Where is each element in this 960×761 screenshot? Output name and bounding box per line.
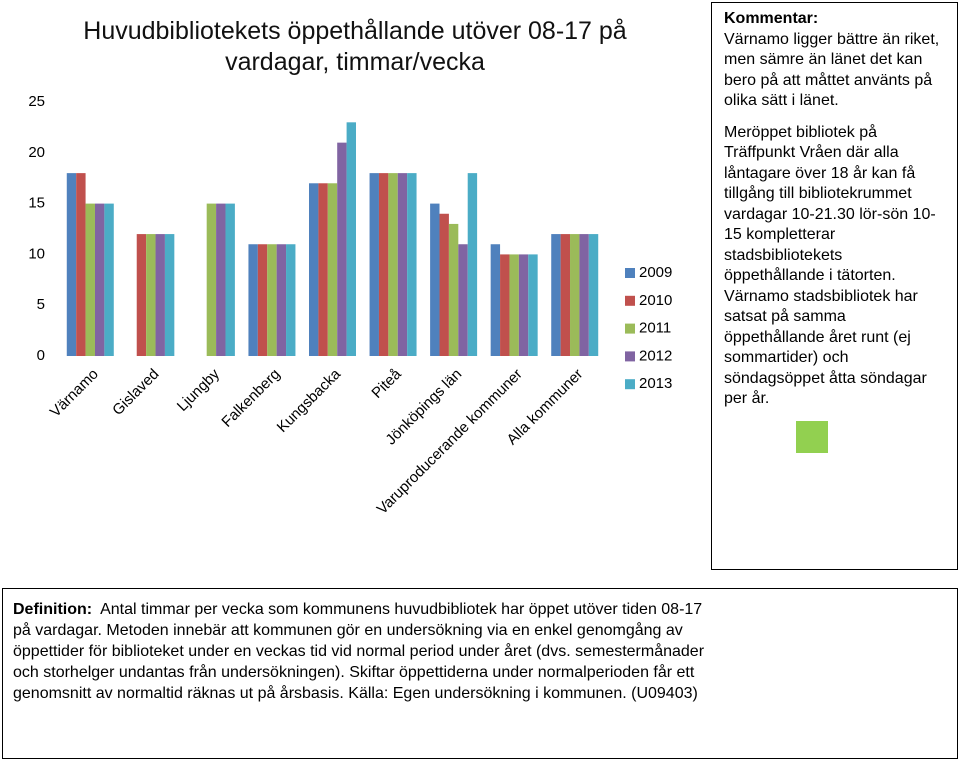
- legend-label: 2013: [639, 375, 672, 392]
- legend-swatch: [625, 295, 635, 306]
- x-tick-label: Falkenberg: [218, 366, 283, 431]
- bar: [579, 234, 589, 356]
- bar: [225, 203, 235, 356]
- bar: [518, 254, 529, 356]
- bar: [490, 244, 501, 356]
- chart-title: Huvudbibliotekets öppethållande utöver 0…: [83, 17, 627, 76]
- legend-label: 2011: [639, 320, 671, 337]
- bar: [500, 254, 510, 356]
- bar: [397, 173, 408, 356]
- bar: [560, 234, 571, 356]
- bar: [551, 234, 561, 356]
- bar: [430, 203, 440, 356]
- bar: [276, 244, 287, 356]
- bar: [286, 244, 296, 356]
- bar: [388, 173, 398, 356]
- bar: [528, 254, 538, 356]
- bar: [94, 203, 105, 356]
- bar: [66, 173, 77, 356]
- bar: [467, 173, 478, 356]
- bar: [248, 244, 258, 356]
- y-tick-label: 0: [37, 347, 45, 364]
- x-tick-label: Gislaved: [109, 366, 162, 419]
- bar: [407, 173, 417, 356]
- bar: [146, 234, 156, 356]
- bar: [588, 234, 599, 356]
- bar: [378, 173, 389, 356]
- bar: [206, 203, 217, 356]
- bar: [164, 234, 175, 356]
- y-tick-label: 20: [28, 144, 45, 161]
- bar: [346, 122, 356, 356]
- comment-box: Kommentar: Värnamo ligger bättre än rike…: [711, 2, 958, 570]
- x-tick-label: Värnamo: [47, 366, 102, 421]
- bar: [509, 254, 519, 356]
- bar: [439, 213, 449, 356]
- y-tick-label: 25: [28, 93, 45, 110]
- bar: [104, 203, 114, 356]
- legend-swatch: [625, 323, 635, 334]
- bar: [216, 203, 226, 356]
- comment-text: Värnamo stadsbibliotek har satsat på sam…: [724, 287, 927, 408]
- bar: [570, 234, 580, 356]
- bar: [448, 223, 459, 356]
- comment-text: Värnamo ligger bättre än riket, men sämr…: [724, 30, 940, 110]
- x-tick-label: Piteå: [368, 365, 405, 402]
- legend-swatch: [625, 268, 635, 278]
- bar: [136, 234, 147, 356]
- y-tick-label: 15: [28, 195, 45, 212]
- bar: [85, 203, 95, 356]
- definition-box: Definition: Antal timmar per vecka som k…: [2, 588, 958, 759]
- x-tick-label: Kungsbacka: [274, 365, 345, 436]
- chart: 0 5 10 15 20 25 Värnamo Gislaved LjungbyFalkenbe…: [28, 93, 672, 518]
- legend-label: 2012: [639, 347, 672, 364]
- y-tick-label: 10: [28, 245, 45, 262]
- bar: [369, 173, 379, 356]
- x-tick-label: Ljungby: [174, 365, 224, 415]
- definition-heading: Definition:: [13, 601, 93, 618]
- y-tick-label: 5: [37, 296, 45, 313]
- legend-label: 2009: [639, 264, 672, 281]
- legend-swatch: [625, 379, 635, 390]
- comment-text: Meröppet bibliotek på Träffpunkt Vråen d…: [724, 123, 936, 285]
- bar: [257, 244, 268, 356]
- bar: [318, 183, 328, 356]
- legend-swatch: [625, 351, 635, 362]
- bar: [337, 142, 347, 356]
- bar: [267, 244, 277, 356]
- bar: [309, 183, 319, 356]
- definition-text: Antal timmar per vecka som kommunens huv…: [13, 601, 705, 702]
- bar: [76, 173, 86, 356]
- bar: [155, 234, 165, 356]
- green-indicator: [796, 420, 828, 453]
- comment-heading: Kommentar:: [724, 10, 819, 27]
- bar: [327, 183, 338, 356]
- bar: [458, 244, 468, 356]
- legend-label: 2010: [639, 292, 672, 309]
